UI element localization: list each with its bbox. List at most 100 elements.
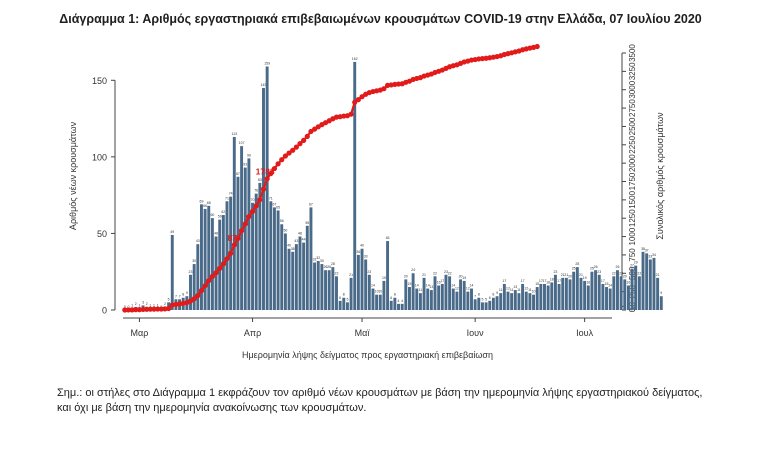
bar — [415, 288, 419, 310]
cumulative-point — [293, 144, 299, 150]
bar — [192, 264, 196, 310]
bar — [287, 248, 291, 310]
bar — [331, 267, 335, 310]
bar — [400, 303, 404, 310]
bar-value-label: 107 — [239, 141, 245, 145]
bar — [313, 262, 317, 310]
bar-value-label: 19 — [462, 276, 466, 280]
cumulative-point — [282, 153, 288, 159]
bar-value-label: 50 — [283, 228, 287, 232]
bar — [513, 290, 517, 310]
bar — [218, 219, 222, 310]
bar — [572, 271, 576, 310]
bar-value-label: 30 — [192, 259, 196, 263]
bar-value-label: 40 — [287, 244, 291, 248]
y2-tick-label: 1500 — [628, 190, 637, 208]
bar — [367, 274, 371, 310]
bar — [634, 265, 638, 310]
bar-value-label: 14 — [415, 284, 419, 288]
bar — [488, 300, 492, 310]
bar-value-label: 70 — [251, 198, 255, 202]
bar — [517, 293, 521, 310]
cumulative-point — [301, 137, 307, 143]
bar-value-label: 6 — [390, 296, 392, 300]
bar — [429, 290, 433, 310]
cumulative-point — [202, 283, 208, 289]
bar — [546, 285, 550, 310]
bar — [243, 167, 247, 310]
cumulative-label: 1788 — [256, 167, 275, 177]
cumulative-point — [122, 307, 128, 313]
bar — [440, 283, 444, 310]
bar-value-label: 11 — [528, 288, 532, 292]
bar-value-label: 1 — [138, 303, 140, 307]
bar — [524, 291, 528, 310]
bar-value-label: 26 — [327, 265, 331, 269]
bar-value-label: 4 — [401, 299, 403, 303]
bar-value-label: 5 — [485, 297, 487, 301]
bar-value-label: 76 — [254, 189, 258, 193]
bar — [258, 182, 262, 310]
bar-value-label: 7 — [179, 294, 181, 298]
bar-value-label: 16 — [626, 280, 630, 284]
bar-value-label: 59 — [218, 215, 222, 219]
cumulative-point — [206, 278, 212, 284]
bar-value-label: 1 — [157, 303, 159, 307]
bar-value-label: 3 — [142, 300, 144, 304]
x-tick-label: Μαρ — [131, 328, 149, 338]
bar-value-label: 65 — [276, 205, 280, 209]
bar — [462, 280, 466, 310]
bar — [262, 87, 265, 310]
bar — [459, 279, 463, 310]
cumulative-point — [246, 214, 252, 220]
y2-tick-label: 750 — [628, 248, 637, 262]
bar — [619, 276, 623, 310]
bar-value-label: 24 — [411, 268, 415, 272]
bar — [251, 202, 255, 310]
bar-value-label: 36 — [356, 250, 360, 254]
bar-value-label: 48 — [298, 231, 302, 235]
bar — [557, 283, 561, 310]
y2-tick-label: 3250 — [628, 62, 637, 80]
bar-value-label: 23 — [444, 270, 448, 274]
bar — [247, 158, 251, 310]
bar — [586, 285, 590, 310]
bar-value-label: 22 — [433, 271, 437, 275]
cumulative-point — [125, 307, 132, 313]
bar — [393, 297, 397, 310]
bar-value-label: 20 — [568, 274, 572, 278]
bar — [280, 224, 284, 310]
cumulative-point — [359, 94, 365, 100]
bar-value-label: 8 — [492, 293, 494, 297]
bar — [448, 276, 452, 310]
bar-value-label: 26 — [324, 265, 328, 269]
bar-value-label: 21 — [579, 273, 583, 277]
bar-value-label: 25 — [590, 267, 594, 271]
bar-value-label: 15 — [408, 282, 412, 286]
bar-value-label: 12 — [455, 287, 459, 291]
bar-value-label: 32 — [316, 256, 320, 260]
bar-value-label: 31 — [313, 258, 317, 262]
bar — [594, 270, 598, 310]
cumulative-point — [534, 43, 540, 50]
bar-value-label: 71 — [269, 196, 273, 200]
cumulative-point — [228, 250, 234, 256]
bar-value-label: 71 — [225, 196, 229, 200]
bar-value-label: 12 — [506, 287, 510, 291]
bar-value-label: 66 — [203, 204, 207, 208]
bar-value-label: 14 — [608, 284, 612, 288]
bar-value-label: 14 — [371, 284, 375, 288]
bar-value-label: 62 — [221, 210, 225, 214]
bar-value-label: 43 — [294, 239, 298, 243]
y-axis-title: Αριθμός νέων κρουσμάτων — [68, 121, 78, 230]
bar — [236, 176, 240, 310]
bar — [601, 283, 605, 310]
bar — [411, 273, 415, 310]
cumulative-point — [220, 261, 226, 267]
bar-value-label: 9 — [186, 291, 188, 295]
bar — [302, 242, 306, 310]
bar-value-label: 22 — [335, 271, 339, 275]
bar-value-label: 30 — [320, 259, 324, 263]
bar — [470, 288, 473, 310]
bar — [641, 251, 645, 310]
